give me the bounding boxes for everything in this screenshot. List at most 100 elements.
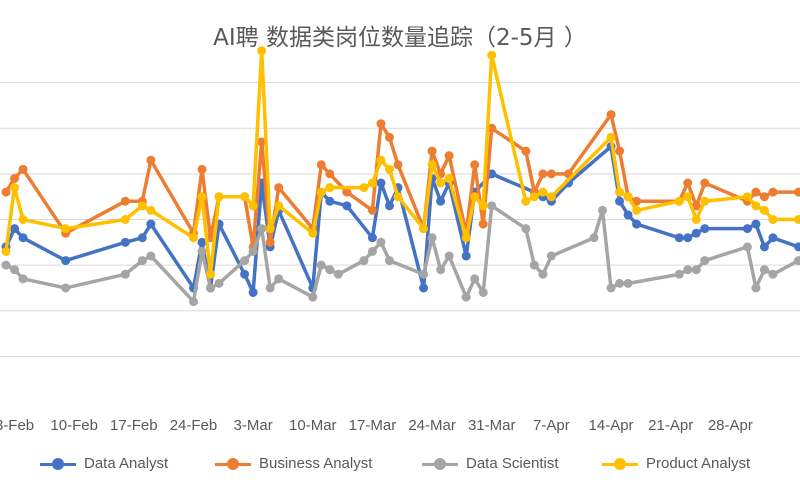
data-point-data-scientist — [18, 274, 28, 284]
data-point-product-analyst — [120, 215, 130, 224]
data-point-business-analyst — [1, 187, 11, 197]
data-point-business-analyst — [768, 187, 778, 197]
data-point-product-analyst — [316, 187, 326, 197]
legend-label: Product Analyst — [646, 455, 751, 472]
x-axis-ticks: 3-Feb 10-Feb 17-Feb 24-Feb 3-Mar 10-Mar 17-Mar… — [0, 417, 753, 434]
data-point-product-analyst — [683, 192, 693, 202]
data-point-product-analyst — [461, 233, 471, 243]
data-point-product-analyst — [419, 224, 429, 234]
data-point-product-analyst — [359, 183, 369, 193]
data-point-business-analyst — [759, 192, 769, 202]
data-point-data-scientist — [623, 278, 633, 288]
data-point-business-analyst — [325, 169, 335, 179]
data-point-data-scientist — [487, 201, 497, 211]
x-tick-label: 31-Mar — [468, 417, 516, 434]
data-point-data-scientist — [274, 274, 284, 284]
data-point-data-scientist — [478, 288, 488, 297]
data-point-data-analyst — [367, 233, 377, 243]
data-point-product-analyst — [606, 132, 616, 142]
data-point-product-analyst — [427, 160, 437, 170]
data-point-product-analyst — [632, 205, 642, 215]
data-point-data-scientist — [419, 269, 429, 279]
legend-swatch-product-analyst — [602, 457, 638, 470]
data-point-product-analyst — [691, 215, 701, 224]
data-point-data-scientist — [691, 265, 701, 275]
data-point-data-scientist — [1, 260, 11, 270]
data-point-business-analyst — [257, 137, 267, 147]
data-point-data-scientist — [683, 265, 693, 275]
data-point-business-analyst — [120, 196, 130, 206]
data-point-data-analyst — [794, 242, 800, 252]
data-point-data-scientist — [521, 224, 531, 234]
legend: Data Analyst Business Analyst Data Scienti… — [0, 455, 800, 479]
data-point-business-analyst — [197, 164, 207, 174]
data-point-data-scientist — [333, 269, 343, 279]
data-point-data-scientist — [538, 269, 548, 279]
x-tick-label: 24-Feb — [170, 417, 218, 434]
data-point-product-analyst — [529, 192, 539, 202]
data-point-business-analyst — [10, 173, 20, 183]
x-tick-label: 28-Apr — [708, 417, 753, 434]
data-point-data-analyst — [197, 237, 207, 247]
data-point-business-analyst — [470, 160, 480, 170]
data-point-product-analyst — [10, 183, 20, 193]
legend-swatch-data-scientist — [422, 457, 458, 470]
data-point-data-scientist — [700, 256, 710, 266]
data-point-product-analyst — [546, 192, 556, 202]
data-point-product-analyst — [240, 192, 250, 202]
legend-item-data-analyst: Data Analyst — [40, 455, 168, 472]
x-tick-label: 21-Apr — [648, 417, 693, 434]
data-point-data-scientist — [367, 246, 377, 256]
data-point-data-scientist — [674, 269, 684, 279]
data-point-business-analyst — [521, 146, 531, 156]
data-point-product-analyst — [206, 269, 216, 279]
series-line-data-scientist — [5, 204, 800, 304]
data-point-product-analyst — [325, 183, 335, 193]
data-point-business-analyst — [146, 155, 156, 165]
data-point-data-scientist — [188, 297, 198, 307]
data-point-data-scientist — [120, 269, 130, 279]
data-point-data-analyst — [615, 196, 625, 206]
data-point-product-analyst — [384, 164, 394, 174]
data-point-data-scientist — [206, 283, 216, 293]
data-point-data-analyst — [376, 178, 386, 188]
legend-item-data-scientist: Data Scientist — [422, 455, 559, 472]
data-point-product-analyst — [674, 196, 684, 206]
data-point-business-analyst — [794, 187, 800, 197]
x-tick-label: 17-Mar — [349, 417, 397, 434]
data-point-data-analyst — [674, 233, 684, 243]
data-point-data-scientist — [10, 265, 20, 275]
data-point-product-analyst — [248, 201, 258, 211]
legend-item-business-analyst: Business Analyst — [215, 455, 372, 472]
data-point-product-analyst — [18, 215, 28, 224]
x-tick-label: 10-Feb — [50, 417, 98, 434]
data-point-data-scientist — [376, 237, 386, 247]
data-point-data-scientist — [325, 265, 335, 275]
data-point-product-analyst — [470, 192, 480, 202]
data-point-data-scientist — [742, 242, 752, 252]
data-point-business-analyst — [316, 160, 326, 170]
data-point-data-scientist — [461, 292, 471, 302]
data-point-business-analyst — [487, 123, 497, 133]
data-point-product-analyst — [794, 215, 800, 224]
data-point-business-analyst — [274, 183, 284, 193]
data-point-data-scientist — [427, 233, 437, 243]
legend-label: Business Analyst — [259, 455, 373, 472]
series-business-analyst — [1, 110, 800, 252]
data-point-business-analyst — [384, 132, 394, 142]
data-point-data-analyst — [248, 288, 258, 297]
data-point-data-scientist — [248, 246, 258, 256]
data-point-product-analyst — [751, 201, 761, 211]
data-point-data-scientist — [444, 251, 454, 261]
data-point-data-scientist — [615, 278, 625, 288]
x-tick-label: 10-Mar — [289, 417, 337, 434]
data-point-product-analyst — [257, 46, 267, 56]
data-point-data-scientist — [146, 251, 156, 261]
data-point-data-analyst — [325, 196, 335, 206]
data-point-product-analyst — [393, 192, 403, 202]
series-data-scientist — [1, 201, 800, 307]
data-point-data-scientist — [606, 283, 616, 293]
data-point-data-scientist — [308, 292, 318, 302]
data-point-data-analyst — [623, 210, 633, 220]
